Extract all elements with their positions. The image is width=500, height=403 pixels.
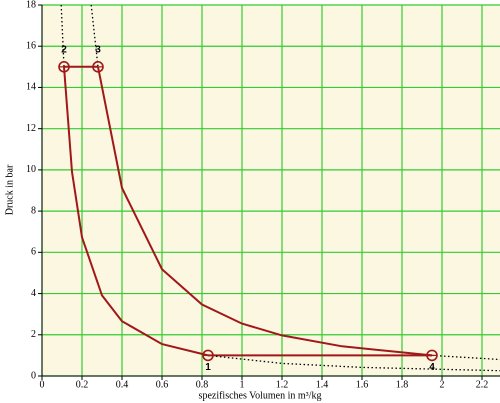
y-tick-label: 4 (31, 288, 36, 299)
x-tick-label: 0.8 (196, 379, 209, 390)
point-label: 2 (61, 44, 67, 55)
y-tick-label: 16 (26, 41, 36, 52)
x-tick-label: 1.8 (396, 379, 409, 390)
point-label: 4 (429, 362, 435, 373)
y-tick-label: 8 (31, 205, 36, 216)
x-tick-label: 2.2 (476, 379, 489, 390)
y-tick-label: 18 (26, 0, 36, 10)
x-tick-label: 0.2 (76, 379, 89, 390)
y-tick-label: 2 (31, 329, 36, 340)
y-tick-label: 12 (26, 123, 36, 134)
cycle-curve (63, 66, 209, 357)
x-tick-label: 1 (240, 379, 245, 390)
extension-curve (207, 354, 500, 372)
extension-curve (431, 354, 500, 361)
x-tick-label: 0 (40, 379, 45, 390)
x-tick-label: 1.4 (316, 379, 329, 390)
y-tick-label: 0 (31, 370, 36, 381)
y-tick-label: 14 (26, 82, 36, 93)
y-tick-label: 10 (26, 164, 36, 175)
x-tick-label: 1.6 (356, 379, 369, 390)
x-tick-label: 2 (440, 379, 445, 390)
x-tick-label: 1.2 (276, 379, 289, 390)
y-tick-label: 6 (31, 247, 36, 258)
x-axis-label: spezifisches Volumen in m³/kg (199, 390, 322, 401)
plot-background (42, 5, 500, 376)
cycle-curve (97, 66, 433, 357)
x-tick-label: 0.4 (116, 379, 129, 390)
y-axis-label: Druck in bar (4, 164, 15, 215)
point-label: 1 (205, 362, 211, 373)
point-label: 3 (95, 44, 101, 55)
x-tick-label: 0.6 (156, 379, 169, 390)
